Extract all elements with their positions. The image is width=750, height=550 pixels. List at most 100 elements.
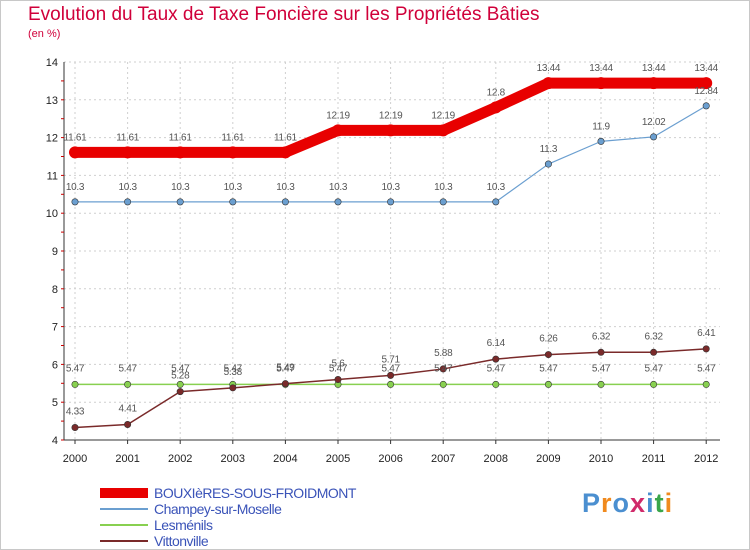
data-point [176, 388, 184, 396]
data-point [439, 380, 447, 388]
data-label: 11.9 [592, 121, 610, 132]
data-label: 11.61 [169, 132, 193, 143]
x-tick-label: 2000 [63, 453, 87, 465]
data-point [702, 380, 710, 388]
legend-item: Champey-sur-Moselle [100, 501, 356, 517]
y-tick-label: 9 [52, 246, 58, 258]
data-label: 10.3 [171, 182, 190, 193]
data-label: 5.47 [276, 363, 295, 374]
data-point [226, 146, 239, 159]
data-label: 5.28 [171, 371, 190, 382]
data-point [544, 351, 552, 359]
data-point [387, 371, 395, 379]
x-tick-label: 2005 [326, 453, 350, 465]
data-label: 5.71 [381, 354, 400, 365]
data-label: 11.3 [540, 144, 558, 155]
data-point [281, 198, 289, 206]
y-tick-label: 6 [52, 359, 58, 371]
data-point [332, 124, 344, 137]
data-label: 6.32 [592, 331, 611, 342]
data-label: 12.84 [694, 86, 718, 97]
legend-item: BOUXIèRES-SOUS-FROIDMONT [100, 485, 356, 501]
legend-swatch [100, 508, 148, 510]
data-label: 5.47 [644, 363, 663, 374]
data-point [124, 421, 132, 429]
data-point [387, 198, 395, 206]
data-point [650, 348, 658, 356]
data-point [229, 198, 237, 206]
data-label: 5.47 [118, 363, 137, 374]
data-label: 6.32 [644, 331, 663, 342]
data-point [597, 137, 605, 145]
x-tick-label: 2006 [378, 453, 402, 465]
data-point [439, 198, 447, 206]
legend-label: BOUXIèRES-SOUS-FROIDMONT [154, 485, 356, 501]
data-label: 10.3 [66, 182, 85, 193]
data-point [437, 124, 450, 137]
data-point [650, 380, 658, 388]
data-point [542, 77, 555, 90]
data-point [700, 77, 713, 90]
data-point [71, 380, 79, 388]
data-label: 13.44 [537, 63, 561, 74]
y-tick-label: 14 [46, 57, 58, 69]
data-point [597, 348, 605, 356]
data-label: 4.33 [66, 407, 85, 418]
data-point [176, 380, 184, 388]
data-label: 10.3 [329, 182, 348, 193]
data-label: 5.47 [592, 363, 611, 374]
legend-item: Lesménils [100, 517, 356, 533]
data-point [334, 376, 342, 384]
data-point [69, 146, 81, 159]
data-label: 5.47 [434, 363, 453, 374]
y-tick-label: 4 [52, 435, 58, 447]
logo-letter: P [582, 488, 602, 518]
x-tick-label: 2007 [431, 453, 455, 465]
x-tick-label: 2003 [221, 453, 245, 465]
data-label: 10.3 [381, 182, 400, 193]
legend-swatch [100, 540, 148, 542]
legend-swatch [100, 524, 148, 526]
data-point [174, 146, 187, 159]
data-label: 11.61 [64, 132, 88, 143]
data-point [702, 102, 710, 110]
data-label: 5.47 [171, 363, 190, 374]
x-tick-label: 2001 [115, 453, 139, 465]
data-point [229, 384, 237, 392]
data-label: 6.14 [487, 338, 506, 349]
legend-label: Lesménils [154, 517, 213, 533]
data-label: 5.47 [487, 363, 506, 374]
data-label: 5.88 [434, 348, 453, 359]
logo-letter: x [630, 488, 647, 518]
x-tick-label: 2009 [536, 453, 560, 465]
data-point [384, 124, 397, 137]
logo-letter: i [664, 488, 674, 518]
data-point [489, 101, 502, 114]
logo-letter: i [646, 488, 655, 518]
data-point [650, 133, 658, 141]
data-point [387, 380, 395, 388]
chart-title: Evolution du Taux de Taxe Foncière sur l… [28, 4, 540, 25]
x-tick-label: 2008 [484, 453, 508, 465]
legend-swatch [100, 488, 148, 498]
data-point [702, 345, 710, 353]
data-label: 10.3 [224, 182, 243, 193]
x-tick-label: 2002 [168, 453, 192, 465]
legend: BOUXIèRES-SOUS-FROIDMONT Champey-sur-Mose… [100, 485, 356, 549]
data-point [492, 198, 500, 206]
data-label: 11.61 [221, 132, 245, 143]
data-point [647, 77, 660, 90]
data-label: 12.8 [487, 87, 506, 98]
y-tick-label: 7 [52, 322, 58, 334]
y-tick-label: 10 [46, 208, 58, 220]
data-point [544, 160, 552, 168]
x-tick-label: 2012 [694, 453, 718, 465]
data-label: 5.47 [66, 363, 85, 374]
y-tick-label: 8 [52, 284, 58, 296]
data-point [492, 380, 500, 388]
data-label: 5.47 [329, 363, 348, 374]
data-point [281, 380, 289, 388]
data-point [71, 198, 79, 206]
data-label: 12.19 [379, 110, 403, 121]
